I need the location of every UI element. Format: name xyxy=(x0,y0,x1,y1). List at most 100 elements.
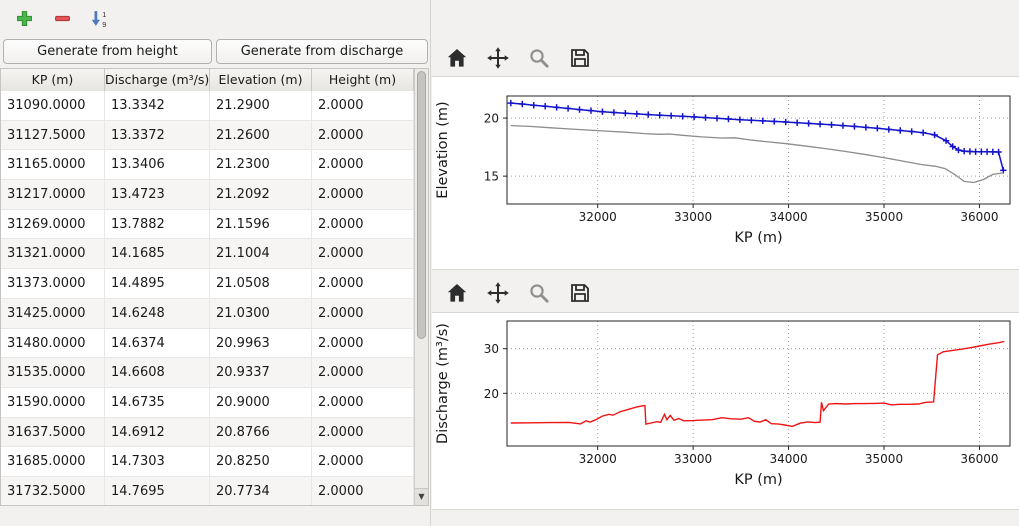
discharge-chart-canvas[interactable]: 32000 33000 34000 35000 36000 20 30 KP (m) Disch… xyxy=(432,313,1019,509)
table-cell[interactable]: 2.0000 xyxy=(312,269,414,298)
table-cell[interactable]: 21.2300 xyxy=(210,150,312,180)
table-cell[interactable]: 31127.5000 xyxy=(1,120,105,150)
table-cell[interactable]: 14.4895 xyxy=(105,269,210,298)
table-cell[interactable]: 2.0000 xyxy=(312,239,414,269)
table-cell[interactable]: 20.8766 xyxy=(210,417,312,447)
zoom-button[interactable] xyxy=(526,281,552,307)
table-row[interactable]: 31090.0000 13.3342 21.2900 2.0000 xyxy=(1,91,414,121)
table-cell[interactable]: 31373.0000 xyxy=(1,269,105,298)
column-header[interactable]: Elevation (m) xyxy=(210,69,312,91)
table-cell[interactable]: 14.6248 xyxy=(105,298,210,328)
table-cell[interactable]: 2.0000 xyxy=(312,476,414,505)
pan-button[interactable] xyxy=(485,281,511,307)
save-button[interactable] xyxy=(567,281,593,307)
table-scrollbar[interactable]: ▼ xyxy=(414,69,428,505)
table-cell[interactable]: 14.6608 xyxy=(105,358,210,387)
table-cell[interactable]: 13.3372 xyxy=(105,120,210,150)
table-cell[interactable]: 13.4723 xyxy=(105,180,210,209)
table-cell[interactable]: 21.0508 xyxy=(210,269,312,298)
table-cell[interactable]: 31165.0000 xyxy=(1,150,105,180)
table-cell[interactable]: 31535.0000 xyxy=(1,358,105,387)
scrollbar-thumb[interactable] xyxy=(417,71,426,339)
table-cell[interactable]: 31637.5000 xyxy=(1,417,105,447)
table-row[interactable]: 31425.0000 14.6248 21.0300 2.0000 xyxy=(1,298,414,329)
table-cell[interactable]: 31269.0000 xyxy=(1,209,105,239)
sort-rows-button[interactable]: 1 9 xyxy=(86,8,110,32)
table-cell[interactable]: 2.0000 xyxy=(312,328,414,358)
table-cell[interactable]: 14.6912 xyxy=(105,417,210,447)
table-row[interactable]: 31127.5000 13.3372 21.2600 2.0000 xyxy=(1,120,414,151)
svg-text:34000: 34000 xyxy=(769,452,807,466)
table-cell[interactable]: 2.0000 xyxy=(312,120,414,150)
table-row[interactable]: 31535.0000 14.6608 20.9337 2.0000 xyxy=(1,358,414,388)
table-cell[interactable]: 21.1596 xyxy=(210,209,312,239)
generate-from-height-button[interactable]: Generate from height xyxy=(3,39,212,64)
discharge-figure: 32000 33000 34000 35000 36000 20 30 KP (m) Disch… xyxy=(432,312,1019,510)
table-cell[interactable]: 2.0000 xyxy=(312,209,414,239)
table-cell[interactable]: 20.9000 xyxy=(210,387,312,417)
table-row[interactable]: 31217.0000 13.4723 21.2092 2.0000 xyxy=(1,180,414,210)
table-cell[interactable]: 21.2092 xyxy=(210,180,312,209)
table-cell[interactable]: 21.1004 xyxy=(210,239,312,269)
sort-numeric-icon: 1 9 xyxy=(89,9,108,31)
table-row[interactable]: 31165.0000 13.3406 21.2300 2.0000 xyxy=(1,150,414,181)
svg-text:1: 1 xyxy=(102,10,106,19)
table-cell[interactable]: 20.7734 xyxy=(210,476,312,505)
table-cell[interactable]: 31090.0000 xyxy=(1,91,105,120)
table-cell[interactable]: 21.2900 xyxy=(210,91,312,120)
table-row[interactable]: 31590.0000 14.6735 20.9000 2.0000 xyxy=(1,387,414,418)
table-cell[interactable]: 2.0000 xyxy=(312,180,414,209)
y-axis-label: Elevation (m) xyxy=(435,101,451,198)
table-cell[interactable]: 2.0000 xyxy=(312,358,414,387)
table-cell[interactable]: 2.0000 xyxy=(312,417,414,447)
table-cell[interactable]: 31321.0000 xyxy=(1,239,105,269)
remove-row-button[interactable] xyxy=(50,8,74,32)
table-cell[interactable]: 2.0000 xyxy=(312,150,414,180)
table-cell[interactable]: 20.9963 xyxy=(210,328,312,358)
column-header[interactable]: KP (m) xyxy=(1,69,105,91)
home-button[interactable] xyxy=(444,46,470,72)
table-row[interactable]: 31637.5000 14.6912 20.8766 2.0000 xyxy=(1,417,414,448)
table-row[interactable]: 31321.0000 14.1685 21.1004 2.0000 xyxy=(1,239,414,270)
table-cell[interactable]: 31732.5000 xyxy=(1,476,105,505)
table-cell[interactable]: 31217.0000 xyxy=(1,180,105,209)
table-cell[interactable]: 13.3406 xyxy=(105,150,210,180)
save-button[interactable] xyxy=(567,46,593,72)
table-row[interactable]: 31480.0000 14.6374 20.9963 2.0000 xyxy=(1,328,414,359)
panel-divider[interactable] xyxy=(430,0,431,526)
home-button[interactable] xyxy=(444,281,470,307)
table-cell[interactable]: 13.3342 xyxy=(105,91,210,120)
table-cell[interactable]: 14.6735 xyxy=(105,387,210,417)
pan-icon xyxy=(486,281,510,308)
table-row[interactable]: 31373.0000 14.4895 21.0508 2.0000 xyxy=(1,269,414,299)
table-cell[interactable]: 31480.0000 xyxy=(1,328,105,358)
table-cell[interactable]: 21.2600 xyxy=(210,120,312,150)
table-row[interactable]: 31269.0000 13.7882 21.1596 2.0000 xyxy=(1,209,414,240)
elevation-chart-canvas[interactable]: 32000 33000 34000 35000 36000 15 20 KP (m) Eleva… xyxy=(432,77,1019,269)
table-cell[interactable]: 14.7695 xyxy=(105,476,210,505)
zoom-button[interactable] xyxy=(526,46,552,72)
table-cell[interactable]: 2.0000 xyxy=(312,387,414,417)
table-cell[interactable]: 21.0300 xyxy=(210,298,312,328)
table-cell[interactable]: 14.1685 xyxy=(105,239,210,269)
generate-from-discharge-button[interactable]: Generate from discharge xyxy=(216,39,428,64)
table-cell[interactable]: 20.8250 xyxy=(210,447,312,476)
table-cell[interactable]: 2.0000 xyxy=(312,447,414,476)
table-cell[interactable]: 13.7882 xyxy=(105,209,210,239)
table-row[interactable]: 31685.0000 14.7303 20.8250 2.0000 xyxy=(1,447,414,477)
pan-button[interactable] xyxy=(485,46,511,72)
table-row[interactable]: 31732.5000 14.7695 20.7734 2.0000 xyxy=(1,476,414,505)
column-header[interactable]: Height (m) xyxy=(312,69,414,91)
table-cell[interactable]: 14.7303 xyxy=(105,447,210,476)
scrollbar-down-button[interactable]: ▼ xyxy=(415,488,428,505)
table-cell[interactable]: 31685.0000 xyxy=(1,447,105,476)
table-cell[interactable]: 2.0000 xyxy=(312,298,414,328)
table-cell[interactable]: 20.9337 xyxy=(210,358,312,387)
table-cell[interactable]: 31590.0000 xyxy=(1,387,105,417)
table-cell[interactable]: 2.0000 xyxy=(312,91,414,120)
column-header[interactable]: Discharge (m³/s) xyxy=(105,69,210,91)
series-discharge xyxy=(510,340,1005,428)
table-cell[interactable]: 31425.0000 xyxy=(1,298,105,328)
add-row-button[interactable] xyxy=(12,8,36,32)
table-cell[interactable]: 14.6374 xyxy=(105,328,210,358)
